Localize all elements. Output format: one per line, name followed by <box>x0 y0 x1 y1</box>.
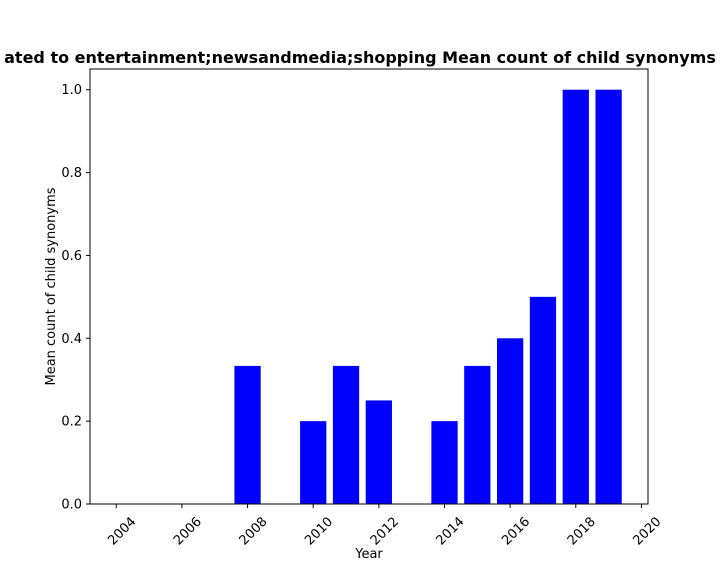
chart-title: ated to entertainment;newsandmedia;shopp… <box>4 48 716 67</box>
y-tick-label: 0.4 <box>61 332 82 347</box>
y-tick-label: 0.0 <box>61 498 82 513</box>
x-axis-label: Year <box>354 547 383 562</box>
y-tick-label: 1.0 <box>61 83 82 98</box>
bar-2008 <box>234 365 261 504</box>
x-tick-label: 2008 <box>237 514 271 548</box>
plot-area-frame <box>89 68 649 505</box>
bar-2012 <box>365 400 392 504</box>
bar-2016 <box>497 338 524 504</box>
x-tick-label: 2006 <box>171 514 205 548</box>
bar-2015 <box>464 365 491 504</box>
y-tick-label: 0.8 <box>61 166 82 181</box>
y-tick-label: 0.6 <box>61 249 82 264</box>
x-tick-label: 2010 <box>302 514 336 548</box>
x-tick-label: 2020 <box>630 514 664 548</box>
y-axis-ticks: 0.0 0.2 0.4 0.6 0.8 1.0 <box>61 83 90 513</box>
bar-2018 <box>562 89 589 504</box>
x-tick-label: 2012 <box>368 514 402 548</box>
bar-2017 <box>529 296 557 504</box>
x-tick-label: 2016 <box>499 514 533 548</box>
bars-group <box>234 89 622 504</box>
y-tick-label: 0.2 <box>61 415 82 430</box>
y-axis-label: Mean count of child synonyms <box>44 187 59 385</box>
x-tick-label: 2018 <box>565 514 599 548</box>
bar-2010 <box>300 421 327 504</box>
bar-2019 <box>595 89 622 504</box>
x-tick-label: 2014 <box>434 514 468 548</box>
bar-2014 <box>431 421 458 504</box>
bar-2011 <box>332 365 360 504</box>
x-tick-label: 2004 <box>105 514 139 548</box>
x-axis-ticks: 2004 2006 2008 2010 2012 2014 2016 2018 2020 <box>105 504 664 548</box>
